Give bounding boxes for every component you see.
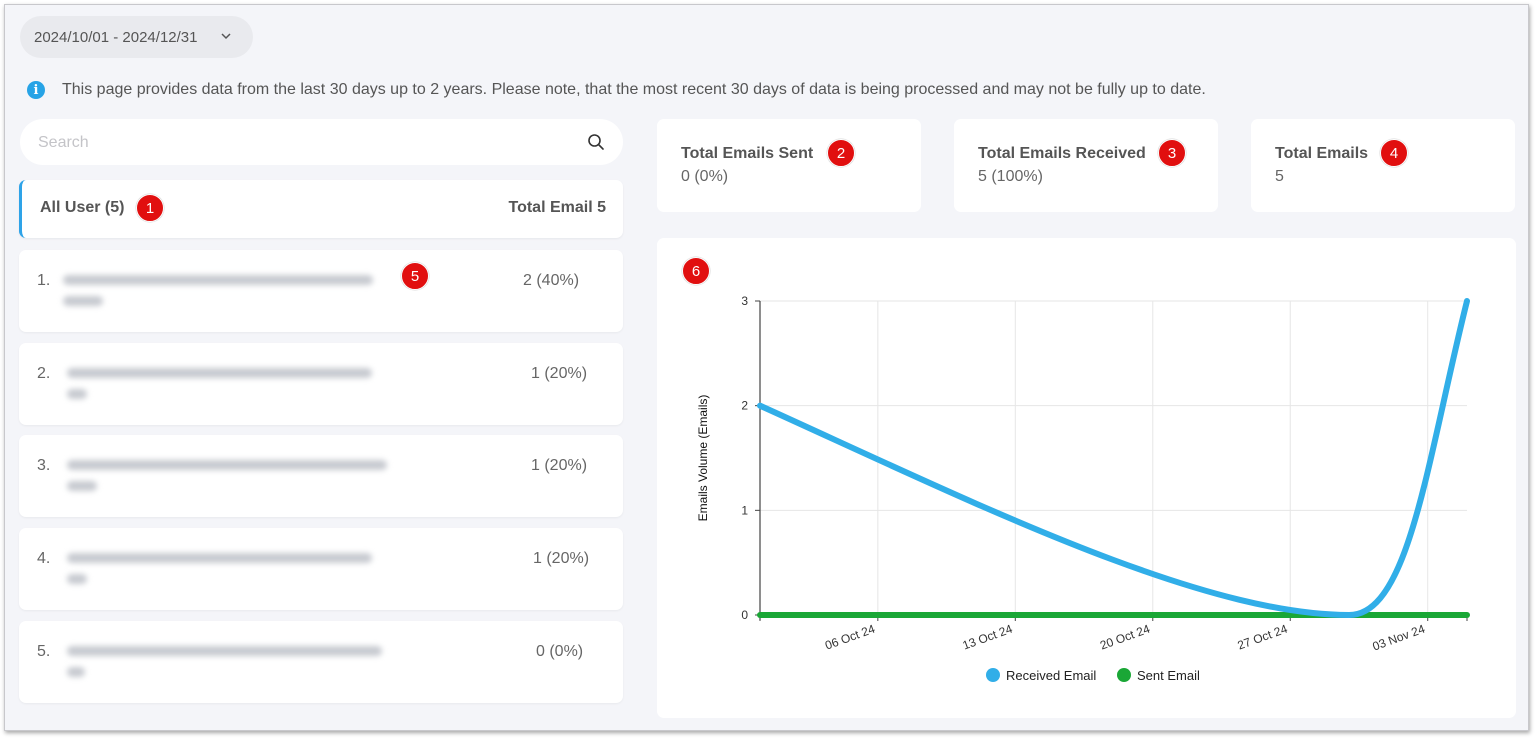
redacted-email-line2 bbox=[63, 296, 103, 306]
chart-grid bbox=[760, 300, 1467, 616]
search-box bbox=[20, 119, 623, 167]
user-row[interactable]: 3. 1 (20%) bbox=[19, 435, 623, 517]
date-range-label: 2024/10/01 - 2024/12/31 bbox=[34, 28, 198, 46]
stat-sent-title: Total Emails Sent bbox=[681, 145, 814, 162]
user-row[interactable]: 1. 5 2 (40%) bbox=[19, 250, 623, 332]
search-input[interactable] bbox=[36, 119, 580, 167]
stat-total-value: 5 bbox=[1275, 168, 1284, 185]
user-row[interactable]: 5. 0 (0%) bbox=[19, 621, 623, 703]
stat-total-title: Total Emails bbox=[1275, 145, 1369, 162]
redacted-email-line2 bbox=[67, 481, 97, 491]
redacted-email bbox=[67, 460, 387, 470]
redacted-email-line2 bbox=[67, 667, 85, 677]
legend-marker-sent[interactable] bbox=[1117, 668, 1131, 682]
search-icon[interactable] bbox=[587, 133, 605, 151]
stat-sent-value: 0 (0%) bbox=[681, 168, 729, 185]
redacted-email bbox=[67, 553, 372, 563]
email-volume-chart: 0 1 2 3 06 Oct 24 13 Oct 24 20 Oct 24 27 Oct 2… bbox=[696, 294, 1470, 683]
user-row[interactable]: 4. 1 (20%) bbox=[19, 528, 623, 610]
total-email-label: Total Email 5 bbox=[508, 199, 606, 216]
redacted-email-line2 bbox=[67, 574, 87, 584]
badge-3: 3 bbox=[1158, 139, 1186, 167]
badge-1: 1 bbox=[136, 194, 164, 222]
info-icon: i bbox=[27, 81, 45, 99]
x-tick-label: 06 Oct 24 bbox=[823, 622, 877, 653]
y-axis-label: Emails Volume (Emails) bbox=[696, 395, 710, 522]
stat-received-title: Total Emails Received bbox=[978, 145, 1146, 162]
user-email-count: 1 (20%) bbox=[531, 365, 588, 382]
legend-label-received[interactable]: Received Email bbox=[1006, 668, 1096, 683]
stat-received-value: 5 (100%) bbox=[978, 168, 1043, 185]
badge-2: 2 bbox=[827, 139, 855, 167]
user-email-count: 1 (20%) bbox=[531, 457, 588, 474]
x-tick-label: 03 Nov 24 bbox=[1371, 622, 1427, 654]
email-volume-chart-card: 6 0 1 2 3 06 Oct 24 13 Oct 24 20 Oct 24 27 Oct… bbox=[657, 238, 1516, 718]
legend-marker-received[interactable] bbox=[986, 668, 1000, 682]
user-index: 3. bbox=[37, 457, 51, 474]
y-tick-label: 3 bbox=[741, 294, 748, 308]
legend-label-sent[interactable]: Sent Email bbox=[1137, 668, 1200, 683]
stat-card-sent: Total Emails Sent 0 (0%) 2 bbox=[657, 119, 921, 212]
user-email-count: 0 (0%) bbox=[536, 643, 584, 660]
x-tick-label: 13 Oct 24 bbox=[961, 622, 1015, 653]
user-index: 5. bbox=[37, 643, 51, 660]
series-line-received bbox=[757, 298, 1470, 619]
redacted-email bbox=[67, 646, 382, 656]
redacted-email-line2 bbox=[67, 389, 87, 399]
badge-5: 5 bbox=[401, 262, 429, 290]
chevron-down-icon bbox=[221, 33, 231, 40]
y-tick-label: 1 bbox=[741, 503, 748, 517]
x-ticks: 06 Oct 24 13 Oct 24 20 Oct 24 27 Oct 24 03 N… bbox=[759, 615, 1468, 654]
badge-4: 4 bbox=[1380, 139, 1408, 167]
user-index: 2. bbox=[37, 365, 51, 382]
chart-legend: Received Email Sent Email bbox=[986, 668, 1200, 683]
dashboard-frame: 2024/10/01 - 2024/12/31 i This page prov… bbox=[4, 4, 1529, 731]
date-range-select[interactable]: 2024/10/01 - 2024/12/31 bbox=[20, 16, 253, 58]
info-text: This page provides data from the last 30… bbox=[62, 81, 1206, 98]
user-row[interactable]: 2. 1 (20%) bbox=[19, 343, 623, 425]
x-tick-label: 20 Oct 24 bbox=[1098, 622, 1152, 653]
badge-6: 6 bbox=[682, 257, 710, 285]
y-ticks: 0 1 2 3 bbox=[741, 294, 760, 622]
all-user-label: All User (5) bbox=[40, 199, 125, 216]
info-notice: i This page provides data from the last … bbox=[27, 79, 1206, 101]
stat-card-total: Total Emails 5 4 bbox=[1251, 119, 1515, 212]
all-user-header[interactable]: All User (5) 1 Total Email 5 bbox=[19, 180, 623, 238]
user-email-count: 2 (40%) bbox=[523, 272, 580, 289]
user-email-count: 1 (20%) bbox=[533, 550, 590, 567]
stat-card-received: Total Emails Received 5 (100%) 3 bbox=[954, 119, 1218, 212]
redacted-email bbox=[67, 368, 372, 378]
redacted-email bbox=[63, 275, 373, 285]
y-tick-label: 2 bbox=[741, 399, 748, 413]
user-index: 1. bbox=[37, 272, 51, 289]
y-tick-label: 0 bbox=[741, 608, 748, 622]
x-tick-label: 27 Oct 24 bbox=[1236, 622, 1290, 653]
user-index: 4. bbox=[37, 550, 51, 567]
